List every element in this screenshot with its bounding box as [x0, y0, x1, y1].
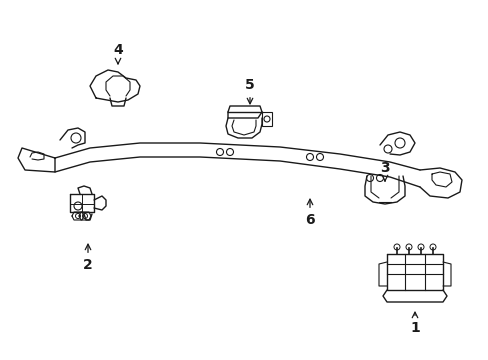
- Bar: [262, 112, 271, 126]
- Text: 4: 4: [113, 43, 122, 64]
- Text: 2: 2: [83, 244, 93, 272]
- Text: 5: 5: [244, 78, 254, 104]
- Text: 3: 3: [379, 161, 389, 181]
- Text: 6: 6: [305, 199, 314, 227]
- Text: 1: 1: [409, 312, 419, 335]
